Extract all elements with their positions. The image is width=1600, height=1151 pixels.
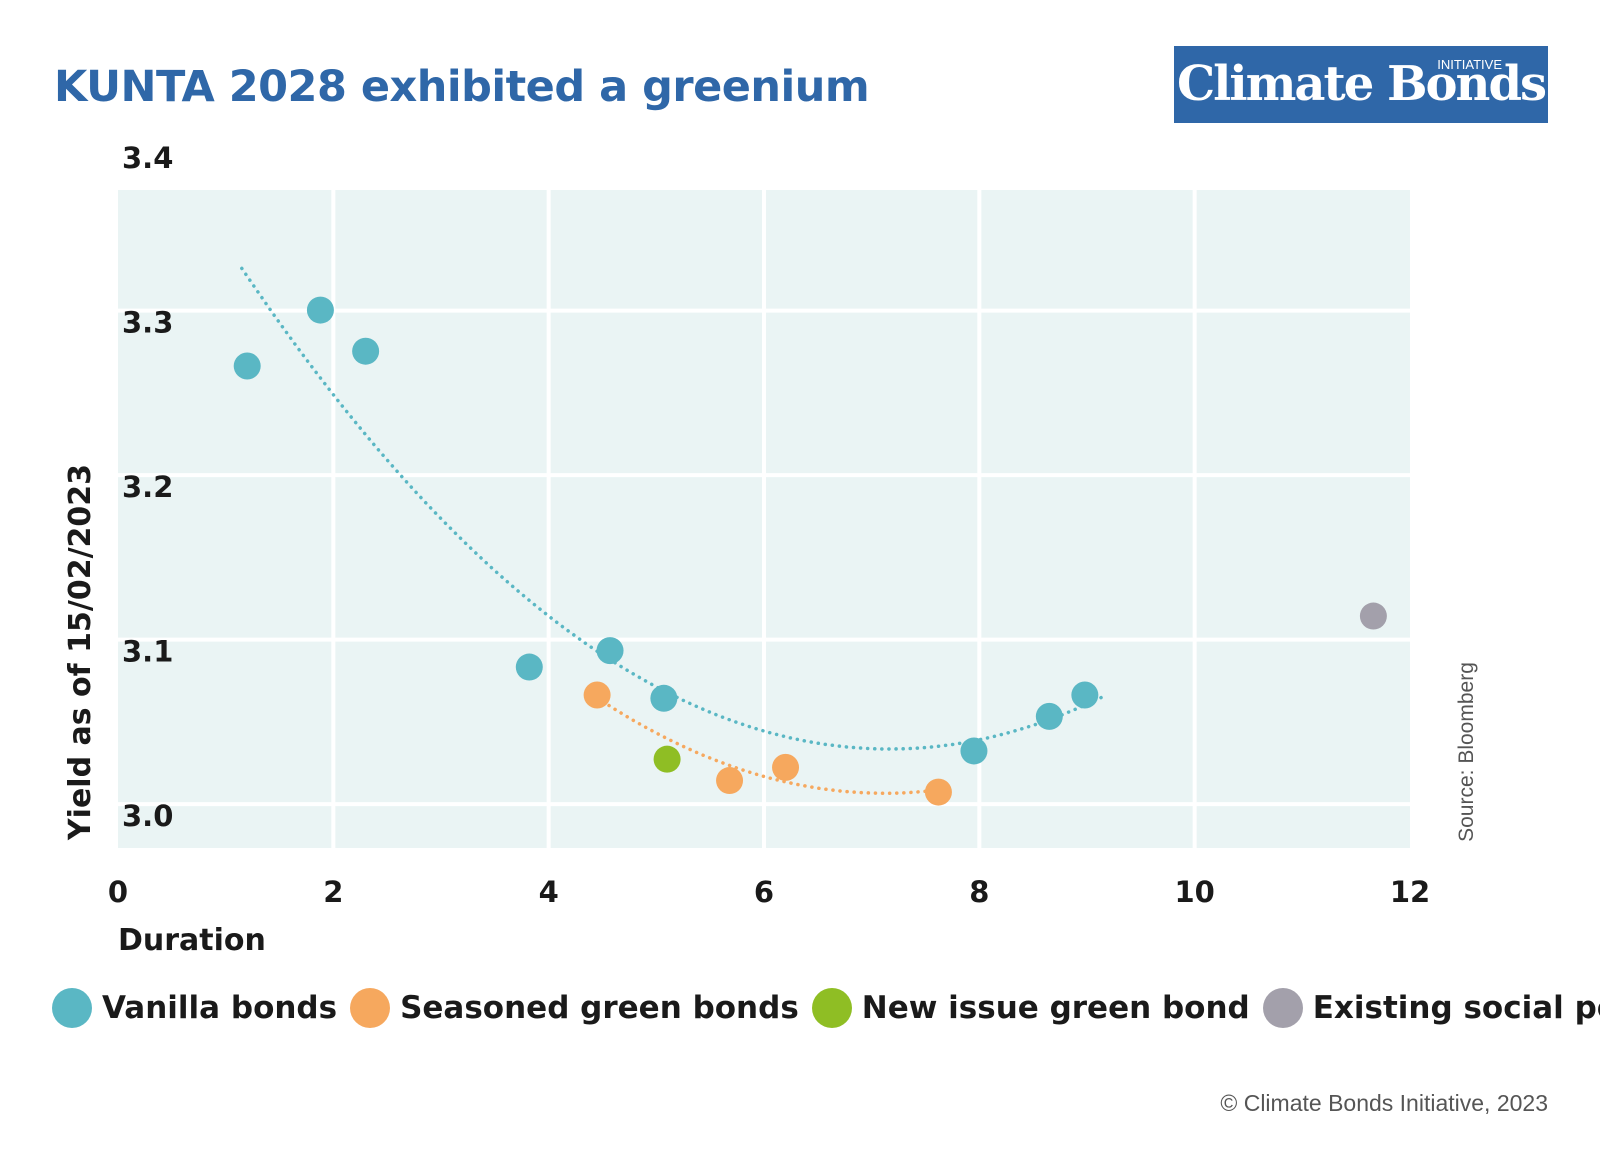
legend-label: Existing social point [1312, 990, 1600, 1026]
y-axis-label: Yield as of 15/02/2023 [63, 464, 98, 841]
trendlines [240, 266, 1105, 795]
data-point [960, 737, 988, 765]
y-tick-label: 3.4 [122, 141, 173, 175]
data-point [1071, 681, 1099, 709]
logo-text: Climate Bonds [1176, 56, 1547, 112]
y-tick-label: 3.0 [122, 799, 173, 833]
legend-label: Seasoned green bonds [400, 990, 799, 1026]
legend-marker [350, 988, 391, 1028]
data-point [352, 337, 380, 365]
data-point [596, 637, 624, 665]
legend-item-vanilla: Vanilla bonds [52, 988, 337, 1028]
x-tick-label: 4 [539, 875, 559, 909]
data-point [653, 745, 681, 773]
data-point [515, 653, 543, 681]
data-points [233, 296, 1387, 806]
x-tick-label: 6 [754, 875, 774, 909]
y-axis-ticks: 3.0 3.1 3.2 3.3 3.4 [122, 141, 173, 833]
data-point [1359, 602, 1387, 630]
legend: Vanilla bonds Seasoned green bonds New i… [52, 988, 1600, 1028]
legend-marker [1262, 988, 1303, 1028]
copyright: © Climate Bonds Initiative, 2023 [1220, 1090, 1548, 1116]
x-tick-label: 8 [969, 875, 989, 909]
trendline [240, 266, 1105, 751]
data-point [924, 778, 952, 806]
x-tick-label: 10 [1174, 875, 1214, 909]
y-tick-label: 3.2 [122, 470, 173, 504]
legend-marker [811, 988, 852, 1028]
climate-bonds-logo: Climate Bonds INITIATIVE [1174, 46, 1548, 123]
data-point [233, 352, 261, 380]
data-point [716, 767, 744, 795]
data-point [583, 681, 611, 709]
y-tick-label: 3.3 [122, 306, 173, 340]
x-axis-label: Duration [118, 923, 266, 958]
legend-marker [52, 988, 92, 1028]
x-tick-label: 2 [323, 875, 343, 909]
data-point [1035, 702, 1063, 730]
data-point [650, 684, 678, 712]
legend-label: New issue green bond [861, 990, 1250, 1026]
legend-item-seasoned: Seasoned green bonds [350, 988, 799, 1028]
data-point [772, 753, 800, 781]
legend-item-social: Existing social point [1262, 988, 1600, 1028]
x-tick-label: 12 [1390, 875, 1430, 909]
legend-item-new-issue: New issue green bond [811, 988, 1250, 1028]
logo-superscript: INITIATIVE [1437, 57, 1502, 72]
chart-title: KUNTA 2028 exhibited a greenium [54, 62, 870, 112]
source-note: Source: Bloomberg [1455, 662, 1478, 842]
trendline [595, 696, 941, 795]
data-point [306, 296, 334, 324]
x-axis-ticks: 0 2 4 6 8 10 12 [108, 875, 1430, 909]
legend-label: Vanilla bonds [102, 990, 338, 1026]
x-tick-label: 0 [108, 875, 128, 909]
y-tick-label: 3.1 [122, 635, 173, 669]
